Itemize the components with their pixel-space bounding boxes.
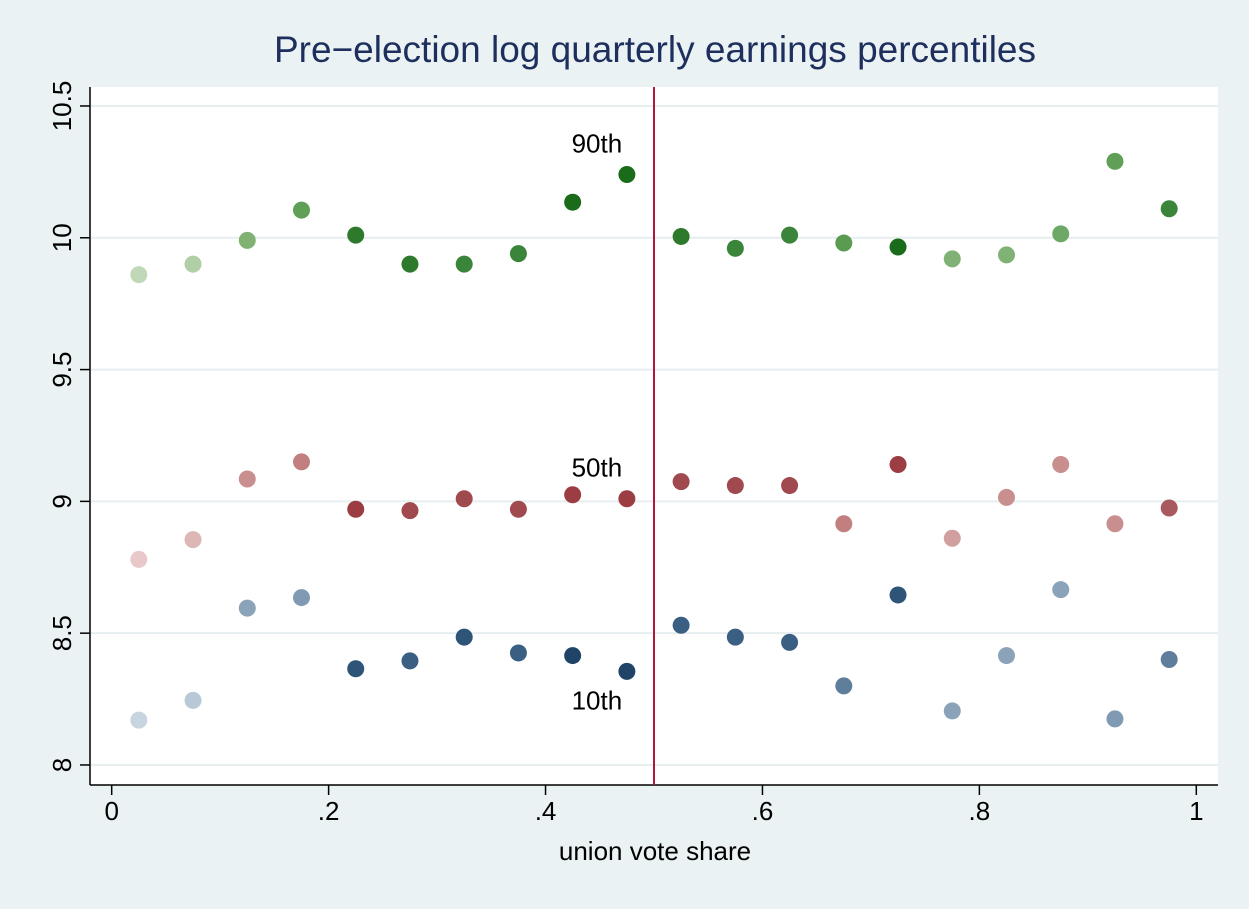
point — [455, 490, 473, 508]
point — [1160, 651, 1178, 669]
point — [781, 633, 799, 651]
point — [184, 255, 202, 273]
point — [1106, 515, 1124, 533]
point — [238, 231, 256, 249]
point — [889, 455, 907, 473]
point — [455, 628, 473, 646]
point — [835, 515, 853, 533]
point — [943, 250, 961, 268]
point — [672, 227, 690, 245]
point — [130, 266, 148, 284]
point — [509, 644, 527, 662]
point — [1106, 710, 1124, 728]
point — [564, 193, 582, 211]
series-label: 50th — [572, 453, 623, 483]
point — [293, 201, 310, 219]
point — [618, 490, 636, 508]
chart-title: Pre−election log quarterly earnings perc… — [274, 29, 1036, 70]
point — [347, 226, 365, 244]
point — [835, 677, 853, 695]
point — [509, 245, 527, 263]
point — [401, 255, 419, 273]
point — [401, 652, 419, 670]
point — [943, 529, 961, 547]
point — [835, 234, 853, 252]
point — [455, 255, 473, 273]
point — [184, 531, 202, 549]
point — [1052, 581, 1070, 599]
x-tick-label: 1 — [1189, 796, 1203, 826]
x-axis-label: union vote share — [559, 836, 751, 866]
point — [672, 616, 690, 634]
point — [1106, 152, 1124, 170]
y-tick-label: 9.5 — [47, 351, 77, 387]
point — [238, 470, 256, 488]
y-tick-label: 10 — [47, 223, 77, 252]
point — [1160, 499, 1178, 517]
x-tick-label: .2 — [318, 796, 340, 826]
point — [347, 660, 365, 678]
point — [293, 453, 310, 471]
point — [998, 246, 1015, 264]
point — [726, 477, 744, 495]
point — [998, 488, 1015, 506]
x-tick-label: .6 — [752, 796, 774, 826]
point — [130, 550, 148, 568]
point — [130, 711, 148, 729]
point — [943, 702, 961, 720]
point — [889, 238, 907, 256]
point — [184, 691, 202, 709]
series-label: 10th — [572, 685, 623, 715]
x-tick-label: .4 — [535, 796, 557, 826]
point — [672, 473, 690, 491]
x-tick-label: 0 — [104, 796, 118, 826]
point — [998, 647, 1015, 665]
series-label: 90th — [572, 128, 623, 158]
point — [781, 226, 799, 244]
point — [401, 502, 419, 520]
point — [1160, 200, 1178, 218]
point — [781, 477, 799, 495]
point — [238, 599, 256, 617]
point — [889, 586, 907, 604]
point — [347, 500, 365, 518]
point — [618, 166, 636, 184]
point — [726, 239, 744, 257]
point — [1052, 455, 1070, 473]
point — [509, 500, 527, 518]
y-tick-label: 9 — [47, 494, 77, 508]
point — [293, 589, 310, 607]
point — [618, 662, 636, 680]
point — [564, 486, 582, 504]
y-tick-label: 8 — [47, 758, 77, 772]
point — [1052, 225, 1070, 243]
point — [726, 628, 744, 646]
point — [564, 647, 582, 665]
y-tick-label: 10.5 — [47, 81, 77, 132]
x-tick-label: .8 — [969, 796, 991, 826]
y-tick-label: 8.5 — [47, 615, 77, 651]
